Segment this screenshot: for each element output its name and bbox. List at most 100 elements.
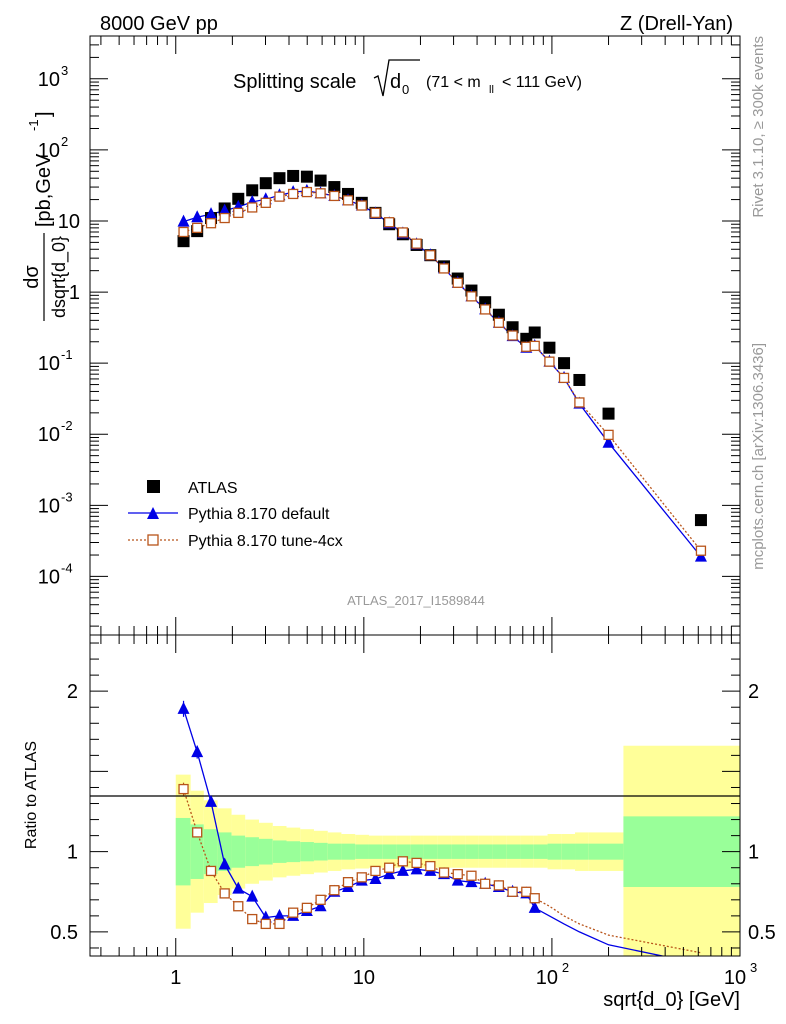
ratio-data-point [410,862,423,875]
legend-atlas-label: ATLAS [188,480,238,497]
ratio-data-point [521,886,532,897]
main-data-point [528,326,541,339]
stat-uncertainty-band [341,843,356,860]
main-ylabel-unit: [pb,GeV [33,153,55,227]
ratio-x-tick-label-base: 10 [724,967,746,989]
ratio-y-tick-label-right: 1 [748,842,759,864]
main-y-tick-label: 10 2 [38,134,68,162]
header-right: Z (Drell-Yan) [620,13,733,35]
legend-default-label: Pythia 8.170 default [188,506,330,523]
legend-tune-label: Pythia 8.170 tune-4cx [188,533,343,550]
main-y-tick-label-exp: -4 [61,560,73,575]
main-data-point [543,341,556,354]
ratio-data-point [370,865,381,877]
ratio-data-point [205,865,217,877]
main-y-tick-label: 10 -2 [38,418,73,446]
stat-uncertainty-band [561,843,576,860]
ratio-xlabel: sqrt{d_0} [GeV] [603,989,740,1011]
ratio-data-point [177,701,190,714]
main-y-tick-label-exp: 3 [61,63,68,78]
main-y-tick-label: 10 -4 [38,560,73,588]
main-data-point [177,214,190,227]
main-data-point [232,192,245,205]
ratio-x-tick-label: 10 [353,967,375,989]
main-ylabel-unit-sup: -1 [26,119,41,131]
ratio-data-point [178,783,189,795]
main-data-point [287,169,300,182]
ratio-data-point [451,873,464,886]
ratio-data-point [384,862,395,873]
stat-uncertainty-band [355,844,369,859]
ratio-y-tick-label-left: 0.5 [50,922,78,944]
ratio-data-point [507,886,518,897]
main-data-point [177,235,190,248]
plot-title-main: Splitting scale [233,71,356,93]
stat-uncertainty-band [382,844,397,859]
main-data-point [219,212,230,224]
plot-title-cut-sub: ll [489,84,494,96]
main-data-point [425,250,436,261]
rivet-label: Rivet 3.1.10, ≥ 300k events [750,36,767,218]
main-y-tick-label-base: 10 [38,353,60,375]
main-series-markers [177,169,707,562]
ratio-data-point [315,894,326,905]
main-data-point [506,321,519,334]
main-y-tick-label: 10 3 [38,63,68,91]
ratio-data-point [411,857,422,869]
stat-uncertainty-band [478,844,493,859]
main-ylabel-numerator: dσ [21,265,43,289]
stat-uncertainty-band [217,832,232,871]
ratio-frame [89,634,741,957]
legend: ATLAS Pythia 8.170 default Pythia 8.170 … [128,480,343,550]
ratio-data-point [274,918,285,930]
ratio-data-point [218,857,231,870]
main-ylabel: dσ dsqrt{d_0} [pb,GeV -1 ] [21,111,70,321]
main-data-point [603,429,614,441]
main-data-point [521,341,532,352]
stat-uncertainty-band [437,844,452,859]
sqrt-symbol-icon [373,59,420,97]
ratio-data-point [397,856,409,867]
ratio-data-point [219,888,230,899]
plot-title-cut-close: < 111 GeV) [502,74,582,91]
ratio-data-point [329,885,340,896]
main-data-point [558,357,571,370]
ratio-data-point [383,867,396,880]
main-data-point [342,195,354,206]
ratio-ylabel: Ratio to ATLAS [23,741,40,849]
ratio-x-tick-label: 10 3 [724,960,757,989]
ratio-data-point [232,881,245,894]
ratio-data-point [314,899,327,912]
stat-uncertainty-band [588,843,624,860]
main-y-tick-label: 10 [58,211,80,233]
ratio-data-point [369,871,382,884]
main-data-point [438,263,450,274]
ratio-data-point [465,875,478,888]
ratio-data-point [273,908,286,921]
main-data-point [314,174,327,187]
stat-uncertainty-band [313,842,328,861]
stat-uncertainty-band [396,844,411,859]
ratio-data-point [356,872,367,883]
legend-atlas-marker [147,480,160,493]
main-y-tick-label-base: 10 [38,140,60,162]
stat-uncertainty-band [258,838,273,865]
legend-tune-marker [147,534,159,546]
stat-uncertainty-band [175,817,191,886]
main-data-point [191,210,204,223]
plot-title-cut-open: (71 < m [426,74,481,91]
ratio-y-tick-label-left: 1 [67,842,78,864]
stat-uncertainty-band [410,844,424,859]
ratio-data-point [493,880,505,891]
stat-uncertainty-band [520,844,534,859]
ratio-data-point [191,745,204,758]
ratio-data-point [396,863,409,876]
main-data-point [274,191,285,202]
main-y-tick-label-exp: 2 [61,134,68,149]
stat-uncertainty-band [575,843,589,860]
main-data-point [260,197,271,208]
main-data-point [259,177,272,190]
stat-uncertainty-band [245,837,259,867]
stat-uncertainty-band [533,844,548,859]
main-data-point [205,207,218,220]
